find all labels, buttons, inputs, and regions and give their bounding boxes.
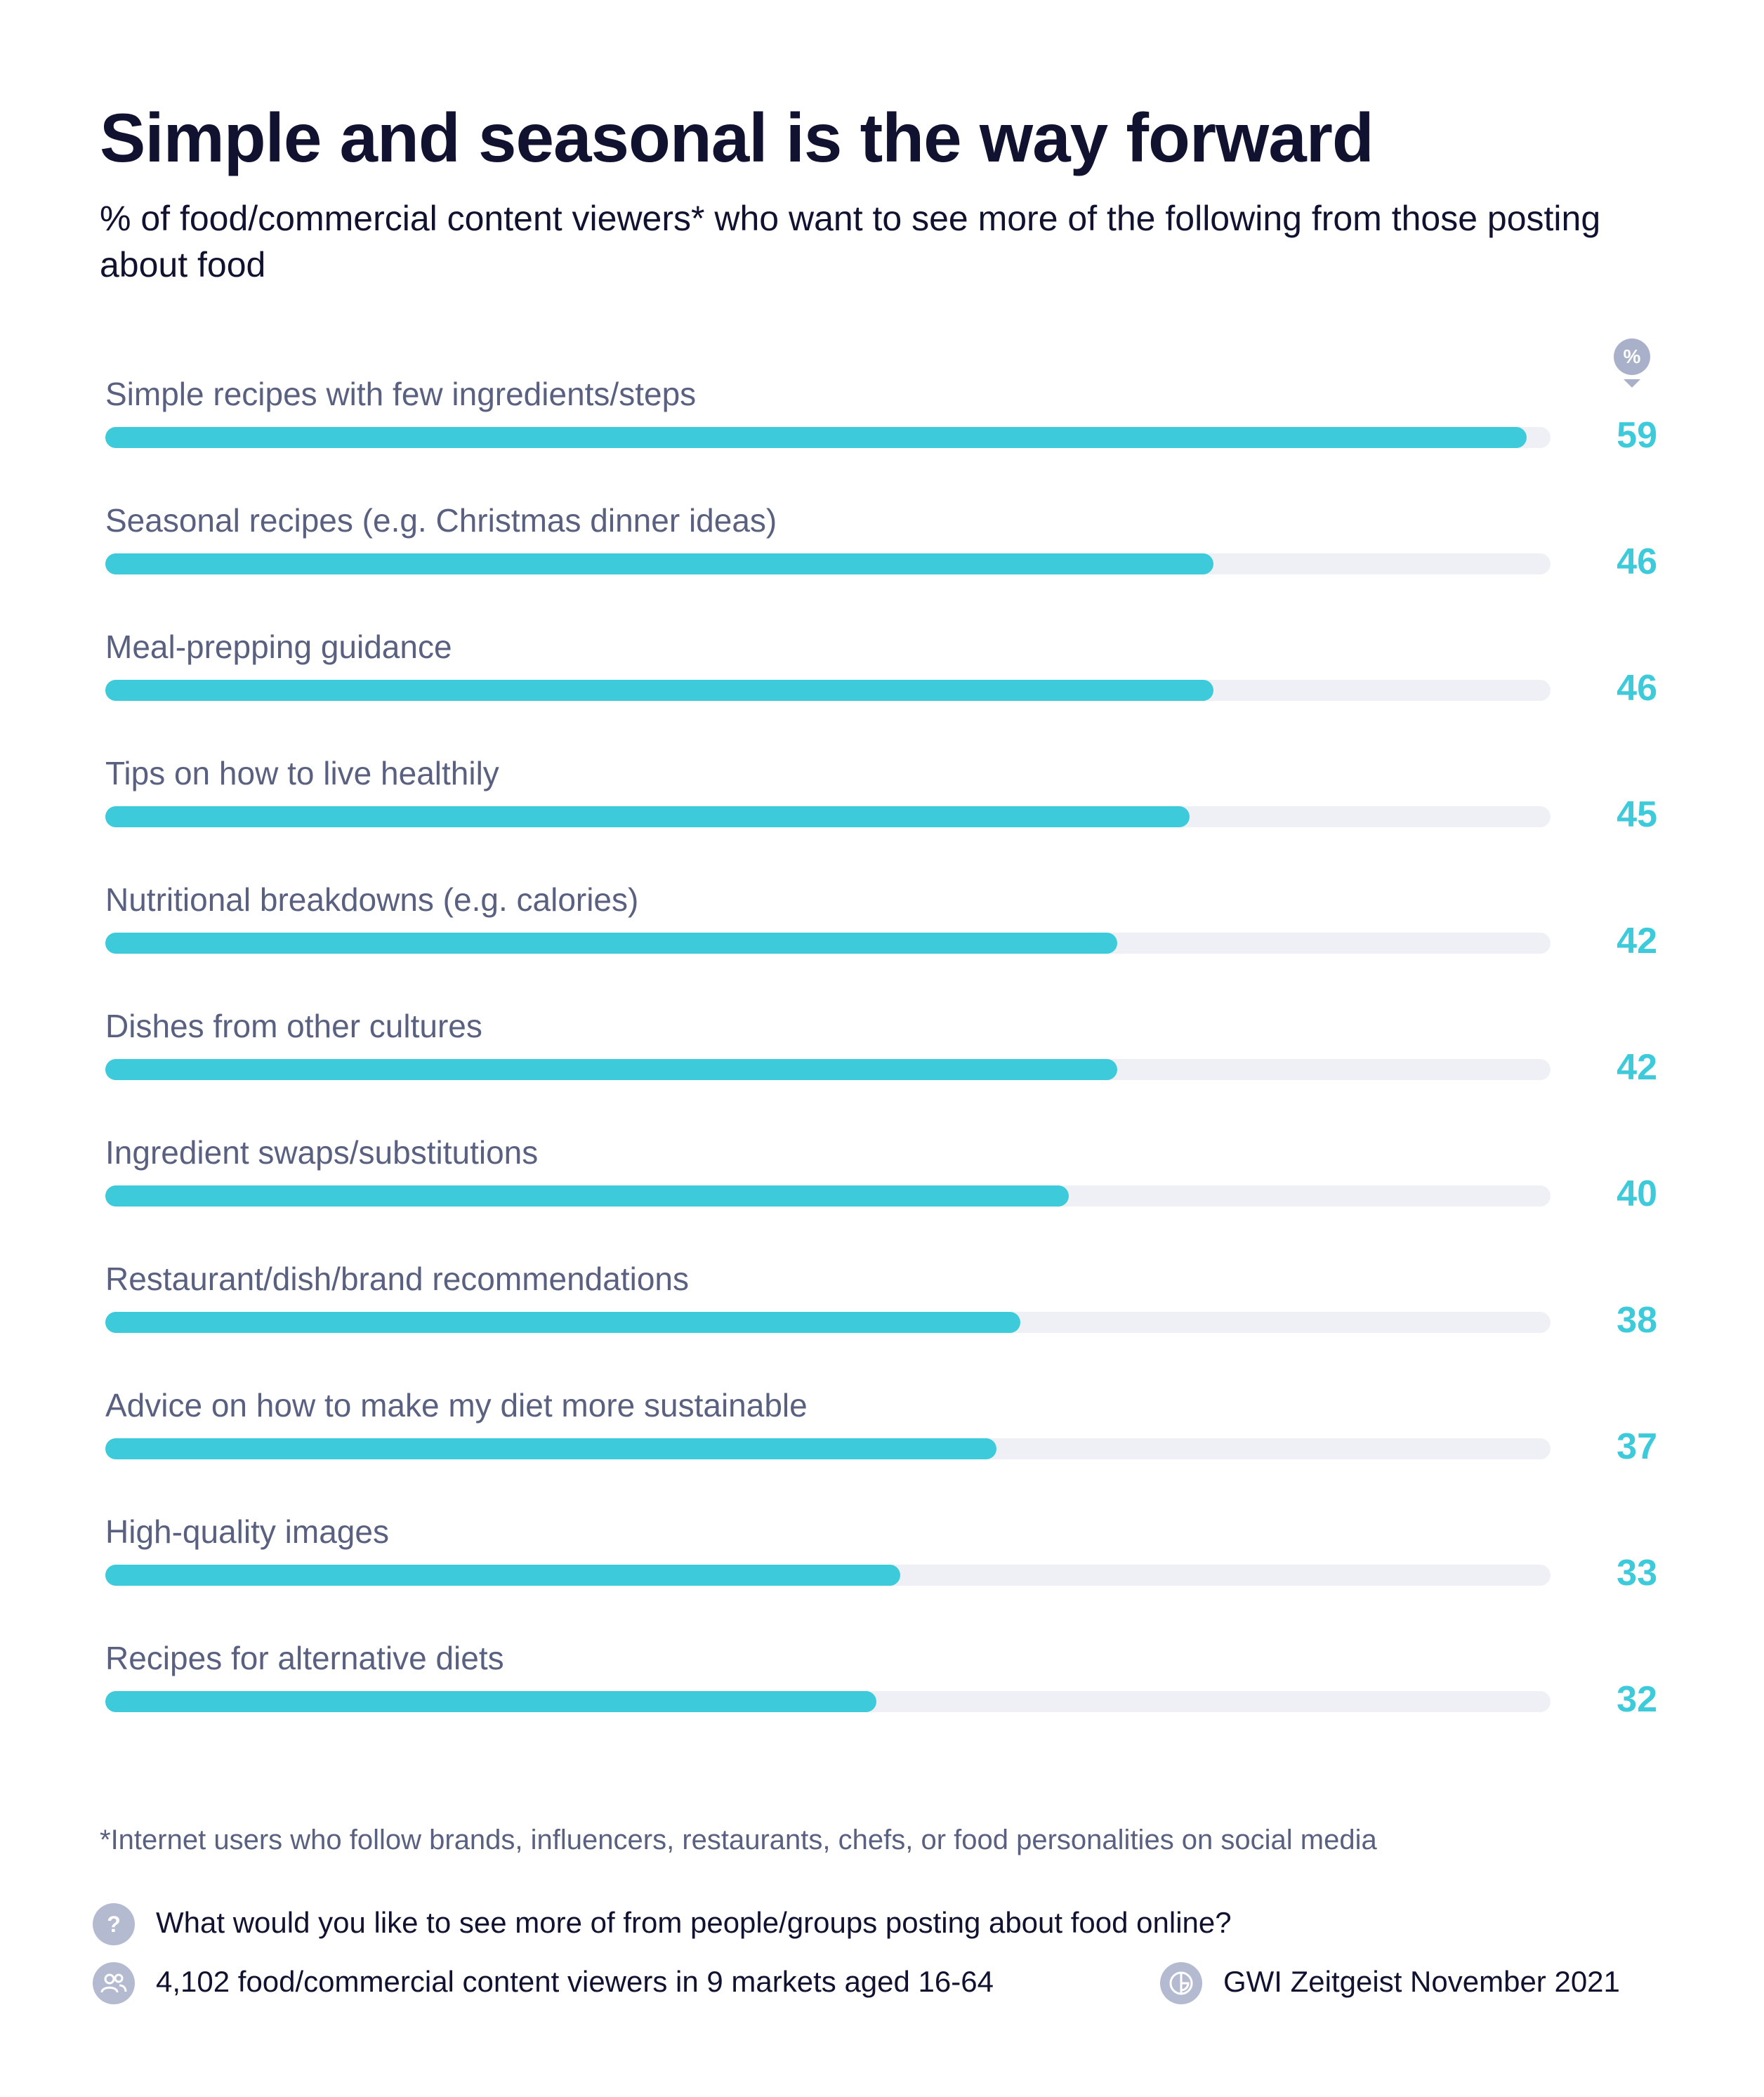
bar-label: High-quality images: [105, 1513, 389, 1550]
bar-value-label: 32: [1617, 1679, 1657, 1720]
bar-track: [105, 553, 1551, 574]
bar: [105, 1185, 1069, 1207]
bar: [105, 1312, 1020, 1333]
bar-value-label: 46: [1617, 668, 1657, 709]
bar-track: [105, 1185, 1551, 1207]
bar: [105, 1691, 876, 1712]
bar-chart: Simple recipes with few ingredients/step…: [105, 376, 1657, 1720]
bar-track: [105, 1565, 1551, 1586]
bar: [105, 427, 1527, 448]
bar-value-label: 46: [1617, 541, 1657, 582]
chart-subtitle: % of food/commercial content viewers* wh…: [100, 199, 1601, 284]
bar-value-label: 42: [1617, 1047, 1657, 1088]
bar-label: Nutritional breakdowns (e.g. calories): [105, 881, 639, 918]
bar-track: [105, 806, 1551, 827]
bar-value-label: 40: [1617, 1174, 1657, 1214]
bar-track: [105, 1059, 1551, 1080]
bar-value-label: 38: [1617, 1300, 1657, 1341]
bar-value-label: 59: [1617, 415, 1657, 456]
bar-value-label: 37: [1617, 1426, 1657, 1467]
bar: [105, 806, 1190, 827]
bar-value-label: 42: [1617, 921, 1657, 961]
bar-label: Restaurant/dish/brand recommendations: [105, 1261, 690, 1297]
bar-label: Dishes from other cultures: [105, 1008, 482, 1044]
bar-track: [105, 680, 1551, 701]
bar-label: Ingredient swaps/substitutions: [105, 1134, 539, 1171]
bar: [105, 1438, 996, 1459]
bar-label: Seasonal recipes (e.g. Christmas dinner …: [105, 502, 777, 539]
people-icon: [93, 1962, 135, 2004]
data-source: GWI Zeitgeist November 2021: [1223, 1965, 1620, 1998]
bar: [105, 1059, 1117, 1080]
bar-label: Simple recipes with few ingredients/step…: [105, 376, 697, 412]
bar-track: [105, 1691, 1551, 1712]
bar-value-label: 33: [1617, 1553, 1657, 1593]
percent-badge-pointer: [1624, 379, 1640, 388]
chart-title: Simple and seasonal is the way forward: [100, 99, 1374, 176]
bar: [105, 680, 1213, 701]
bar-label: Recipes for alternative diets: [105, 1640, 504, 1676]
bar-label: Meal-prepping guidance: [105, 629, 452, 665]
sample-description: 4,102 food/commercial content viewers in…: [156, 1965, 994, 1998]
bar-label: Advice on how to make my diet more susta…: [105, 1387, 808, 1424]
bar-track: [105, 933, 1551, 954]
bar: [105, 1565, 900, 1586]
bar-track: [105, 1438, 1551, 1459]
gwi-logo-icon: [1160, 1962, 1202, 2004]
bar-value-label: 45: [1617, 794, 1657, 835]
percent-badge: %: [1614, 338, 1650, 375]
bar-track: [105, 427, 1551, 448]
footnote: *Internet users who follow brands, influ…: [100, 1825, 1377, 1855]
bar: [105, 933, 1117, 954]
bar-label: Tips on how to live healthily: [105, 755, 499, 791]
bar: [105, 553, 1213, 574]
bar-track: [105, 1312, 1551, 1333]
question-mark-icon: ?: [93, 1903, 135, 1945]
survey-question: What would you like to see more of from …: [156, 1906, 1232, 1939]
